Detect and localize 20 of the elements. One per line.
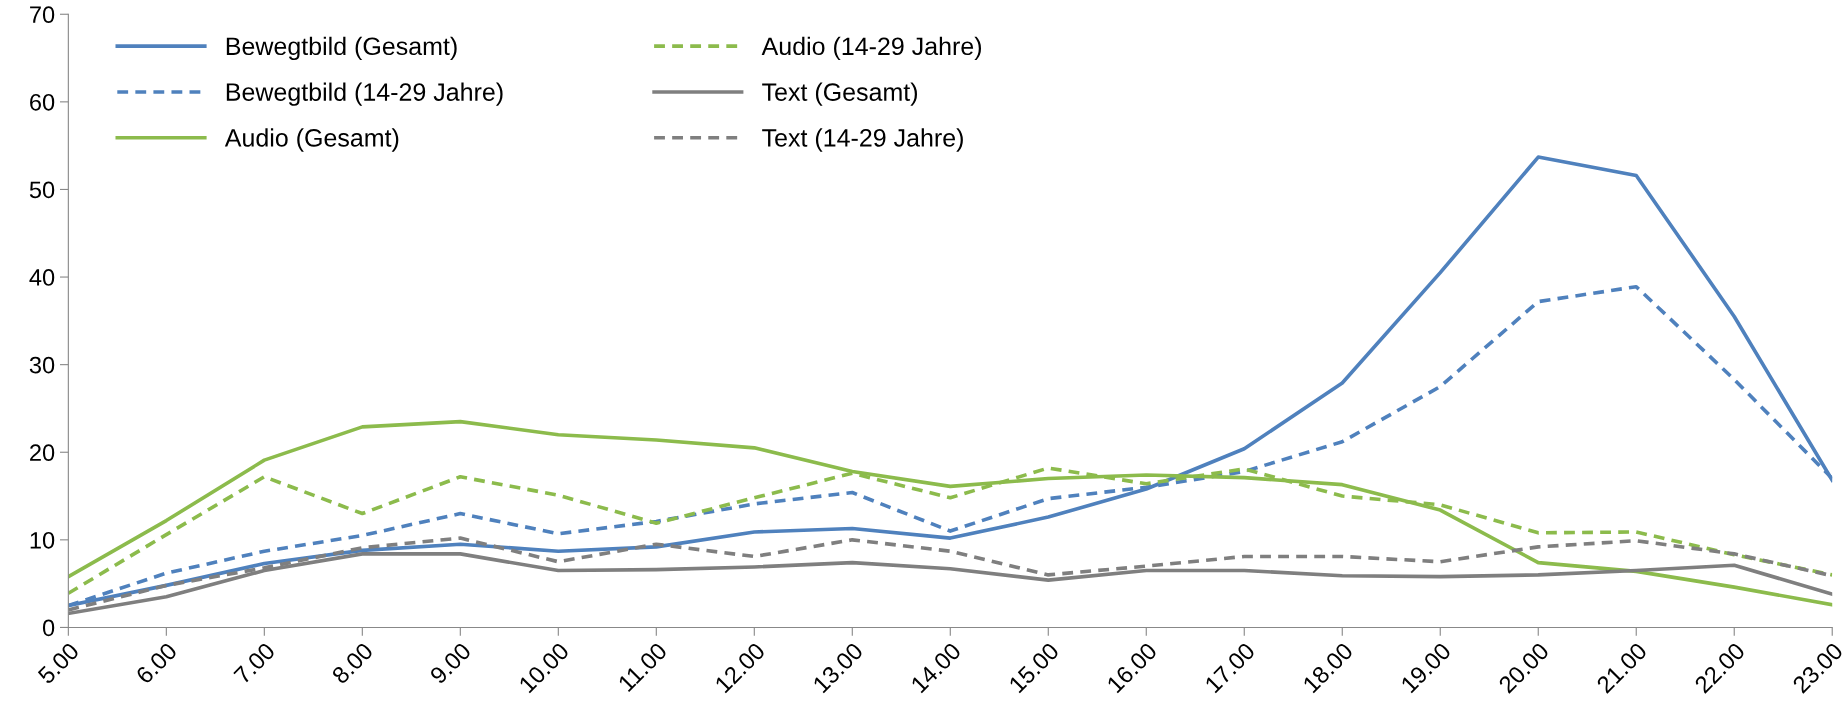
x-tick-label: 9.00 (429, 641, 472, 685)
legend-label: Bewegtbild (14-29 Jahre) (226, 82, 503, 106)
y-tick-label: 30 (29, 356, 55, 374)
x-tick-label: 7.00 (233, 641, 276, 685)
x-tick-label: 8.00 (330, 641, 374, 685)
y-tick-label: 70 (30, 6, 55, 24)
legend-label: Text (Gesamt) (762, 82, 918, 106)
y-tick-label: 20 (30, 444, 55, 462)
y-tick-label: 60 (30, 93, 55, 111)
y-tick-label: 50 (29, 181, 55, 199)
y-tick-label: 10 (30, 531, 55, 549)
legend-label: Text (14-29 Jahre) (762, 128, 963, 152)
line-series (68, 419, 1833, 607)
x-tick-label: 5.00 (36, 641, 80, 685)
legend-label: Audio (14-29 Jahre) (761, 36, 982, 61)
legend-label: Bewegtbild (Gesamt) (226, 36, 457, 61)
y-tick-label: 40 (29, 269, 55, 286)
legend-label: Audio (Gesamt) (224, 128, 399, 152)
x-tick-label: 6.00 (135, 641, 178, 685)
y-tick-label: 0 (42, 619, 55, 637)
